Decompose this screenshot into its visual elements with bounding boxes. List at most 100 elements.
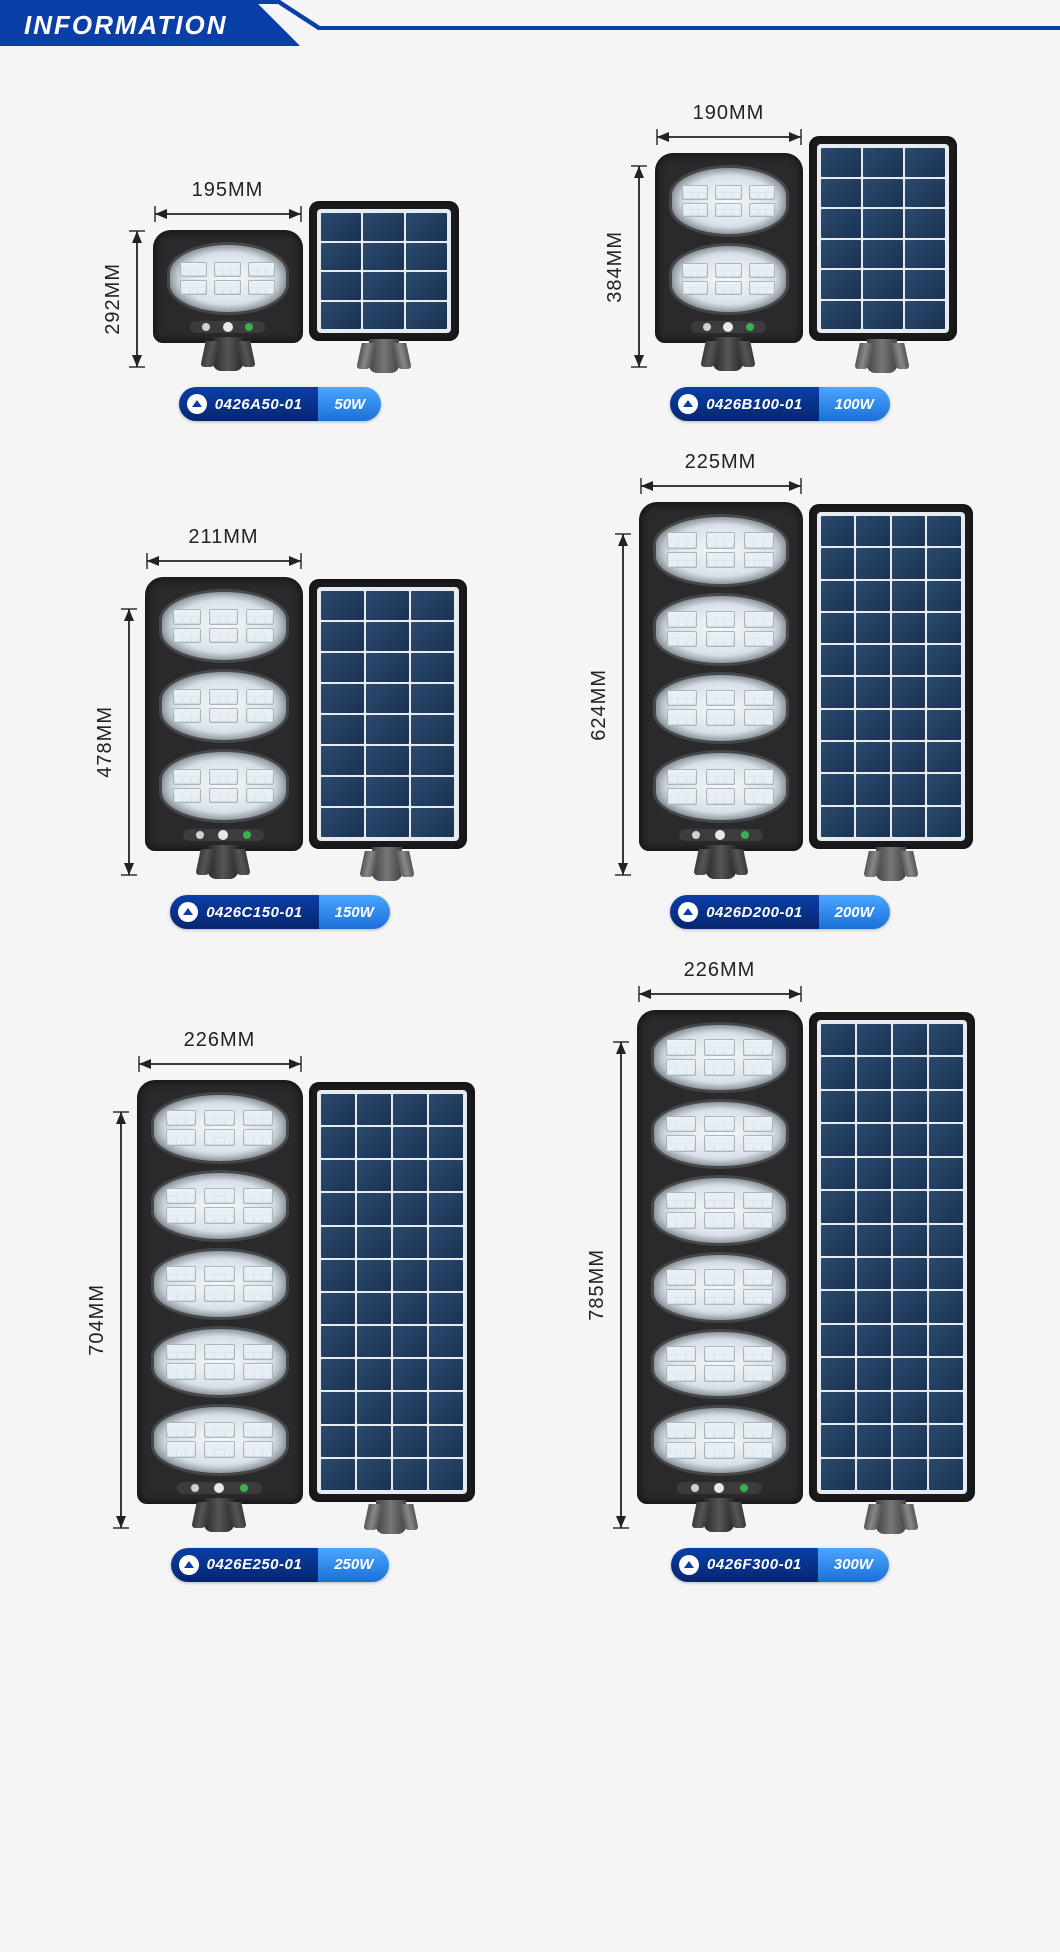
height-dimension: 478MM (94, 607, 137, 877)
product-images: 226MM (137, 1029, 475, 1530)
section-header: INFORMATION (0, 0, 1060, 52)
product-sku: 0426E250-01 (207, 1556, 303, 1573)
solar-panel (809, 504, 973, 849)
height-arrow (113, 1110, 129, 1530)
product-cell: 478MM 211MM 0426C150-01 150W (40, 451, 520, 959)
solar-panel (309, 201, 459, 341)
width-label: 211MM (188, 526, 258, 549)
width-label: 226MM (184, 1029, 256, 1052)
led-pod (651, 1099, 789, 1170)
led-pod (151, 1404, 289, 1476)
sensor-bar (677, 1482, 762, 1494)
product-badge: 0426A50-0150W (179, 387, 381, 421)
height-label: 292MM (102, 263, 125, 335)
height-arrow (613, 1040, 629, 1530)
product-images: 190MM (655, 102, 957, 369)
led-pod (653, 672, 789, 745)
product-images: 211MM (145, 526, 467, 877)
led-pod (151, 1248, 289, 1320)
height-arrow (129, 229, 145, 369)
product-sku: 0426B100-01 (706, 396, 802, 413)
sensor-bar (183, 829, 263, 841)
width-arrow (153, 206, 303, 222)
height-dimension: 785MM (586, 1040, 629, 1530)
product-images: 195MM (153, 179, 459, 369)
product-wattage: 300W (818, 1548, 889, 1582)
led-pod (151, 1092, 289, 1164)
width-label: 195MM (192, 179, 264, 202)
product-badge: 0426C150-01 150W (170, 895, 390, 929)
mount-bracket (344, 851, 431, 877)
solar-panel (809, 1012, 975, 1502)
mount-bracket (180, 849, 267, 877)
badge-up-icon (678, 394, 698, 414)
height-arrow (121, 607, 137, 877)
product-badge: 0426E250-01250W (171, 1548, 390, 1582)
width-label: 225MM (685, 451, 757, 474)
mount-bracket (342, 343, 425, 369)
badge-up-icon (178, 902, 198, 922)
height-arrow (631, 164, 647, 369)
led-pod (653, 750, 789, 823)
light-front (137, 1080, 303, 1504)
sensor-bar (679, 829, 763, 841)
height-label: 624MM (588, 669, 611, 741)
mount-bracket (674, 1502, 765, 1530)
width-arrow (137, 1056, 303, 1072)
product-images: 225MM (639, 451, 973, 877)
mount-bracket (174, 1502, 265, 1530)
product-badge: 0426D200-01 200W (670, 895, 890, 929)
width-dimension: 195MM (153, 179, 303, 222)
sensor-bar (177, 1482, 262, 1494)
section-title: INFORMATION (24, 10, 228, 41)
badge-up-icon (179, 1555, 199, 1575)
light-front (153, 230, 303, 343)
product-wattage: 100W (819, 387, 890, 421)
width-dimension: 226MM (137, 1029, 303, 1072)
led-pod (651, 1175, 789, 1246)
light-front (655, 153, 803, 343)
height-label: 478MM (94, 706, 117, 778)
mount-bracket (842, 343, 923, 369)
led-pod (159, 669, 289, 743)
led-pod (653, 593, 789, 666)
mount-bracket (186, 341, 269, 369)
width-arrow (655, 129, 803, 145)
product-cell: 785MM 226MM 0426F300-01 300W (540, 959, 1020, 1612)
product-cell: 292MM 195MM 0426A50-0150W (40, 102, 520, 451)
product-grid: 292MM 195MM 0426A50-0150W384MM 190MM 042… (0, 102, 1060, 1612)
product-sku: 0426D200-01 (706, 904, 802, 921)
product-sku: 0426C150-01 (206, 904, 302, 921)
led-pod (167, 242, 289, 315)
product-cell: 384MM 190MM 0426B100-01 100W (540, 102, 1020, 451)
product-images: 226MM (637, 959, 975, 1530)
led-pod (653, 514, 789, 587)
light-front (637, 1010, 803, 1504)
width-dimension: 225MM (639, 451, 803, 494)
width-dimension: 211MM (145, 526, 303, 569)
badge-up-icon (679, 1555, 699, 1575)
width-arrow (639, 478, 803, 494)
height-label: 384MM (604, 231, 627, 303)
sensor-bar (190, 321, 266, 333)
led-pod (651, 1252, 789, 1323)
led-pod (151, 1170, 289, 1242)
product-badge: 0426F300-01 300W (671, 1548, 889, 1582)
light-front (145, 577, 303, 851)
height-arrow (615, 532, 631, 877)
product-cell: 704MM 226MM 0426E250-01250W (40, 959, 520, 1612)
product-sku: 0426A50-01 (215, 396, 303, 413)
led-pod (151, 1326, 289, 1398)
product-wattage: 150W (319, 895, 390, 929)
solar-panel (309, 1082, 475, 1502)
led-pod (159, 749, 289, 823)
product-wattage: 200W (819, 895, 890, 929)
width-dimension: 226MM (637, 959, 803, 1002)
solar-panel (809, 136, 957, 341)
product-sku: 0426F300-01 (707, 1556, 802, 1573)
mount-bracket (846, 1504, 937, 1530)
led-pod (669, 165, 789, 237)
badge-up-icon (187, 394, 207, 414)
height-dimension: 624MM (588, 532, 631, 877)
led-pod (651, 1022, 789, 1093)
